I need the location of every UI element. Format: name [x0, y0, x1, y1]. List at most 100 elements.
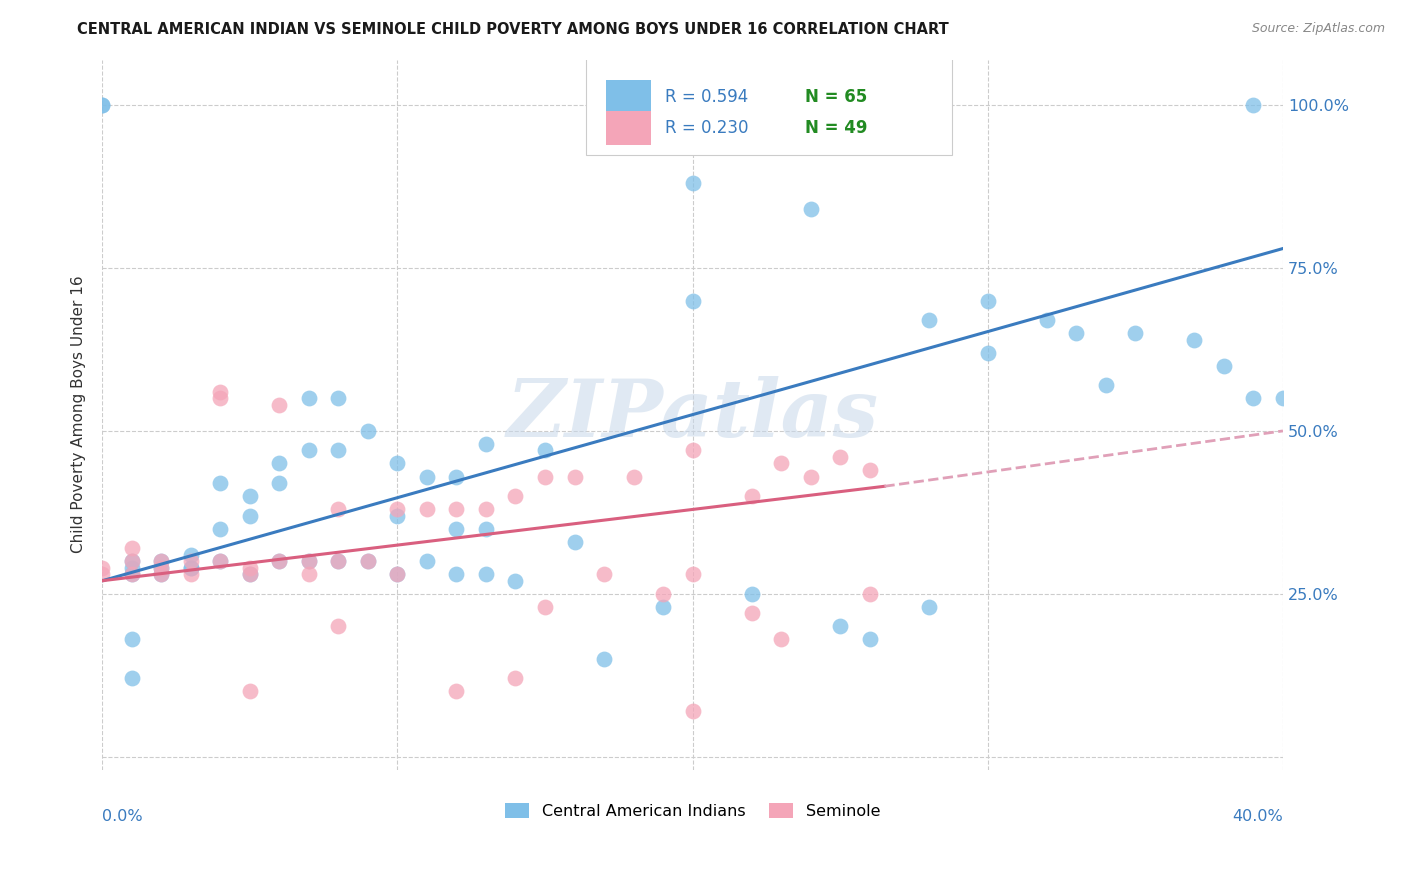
Point: [564, 469, 586, 483]
Point: [269, 476, 291, 491]
Point: [328, 619, 350, 633]
Point: [652, 599, 675, 614]
FancyBboxPatch shape: [606, 80, 651, 114]
Legend: Central American Indians, Seminole: Central American Indians, Seminole: [498, 797, 887, 826]
Point: [446, 502, 468, 516]
Point: [859, 463, 882, 477]
Point: [416, 554, 439, 568]
Point: [180, 548, 202, 562]
Point: [918, 599, 941, 614]
Point: [209, 384, 232, 399]
Point: [505, 489, 527, 503]
Point: [1036, 313, 1059, 327]
Point: [682, 704, 704, 718]
Point: [859, 587, 882, 601]
Point: [328, 392, 350, 406]
Point: [505, 574, 527, 588]
Point: [475, 567, 498, 582]
Point: [1212, 359, 1234, 373]
Point: [1125, 326, 1147, 341]
Point: [298, 554, 321, 568]
Point: [682, 443, 704, 458]
Point: [357, 424, 380, 438]
Point: [446, 567, 468, 582]
FancyBboxPatch shape: [586, 53, 952, 155]
Y-axis label: Child Poverty Among Boys Under 16: Child Poverty Among Boys Under 16: [72, 276, 86, 553]
Point: [1241, 392, 1264, 406]
Point: [623, 469, 645, 483]
Point: [150, 567, 173, 582]
Point: [209, 554, 232, 568]
Point: [800, 202, 823, 217]
Point: [357, 554, 380, 568]
Text: R = 0.230: R = 0.230: [665, 119, 749, 137]
Point: [239, 489, 262, 503]
Text: N = 65: N = 65: [804, 88, 868, 106]
Point: [328, 554, 350, 568]
Point: [770, 632, 793, 647]
Point: [534, 469, 557, 483]
Text: N = 49: N = 49: [804, 119, 868, 137]
Point: [239, 560, 262, 574]
Text: 0.0%: 0.0%: [103, 809, 143, 823]
Point: [416, 469, 439, 483]
Point: [387, 567, 409, 582]
Point: [150, 554, 173, 568]
Point: [91, 98, 114, 112]
Point: [180, 560, 202, 574]
Point: [505, 672, 527, 686]
Point: [1066, 326, 1088, 341]
Point: [741, 587, 763, 601]
Point: [269, 554, 291, 568]
Point: [209, 522, 232, 536]
Point: [298, 554, 321, 568]
Point: [475, 437, 498, 451]
Point: [682, 293, 704, 308]
Point: [741, 489, 763, 503]
Point: [475, 502, 498, 516]
Point: [387, 567, 409, 582]
Point: [298, 567, 321, 582]
Point: [150, 567, 173, 582]
Point: [239, 508, 262, 523]
Text: 40.0%: 40.0%: [1232, 809, 1282, 823]
Point: [121, 554, 143, 568]
Point: [977, 345, 1000, 359]
Point: [298, 443, 321, 458]
FancyBboxPatch shape: [606, 111, 651, 145]
Point: [534, 599, 557, 614]
Point: [180, 554, 202, 568]
Point: [1271, 392, 1294, 406]
Point: [91, 560, 114, 574]
Point: [150, 560, 173, 574]
Point: [328, 554, 350, 568]
Point: [269, 398, 291, 412]
Point: [387, 508, 409, 523]
Point: [269, 457, 291, 471]
Text: CENTRAL AMERICAN INDIAN VS SEMINOLE CHILD POVERTY AMONG BOYS UNDER 16 CORRELATIO: CENTRAL AMERICAN INDIAN VS SEMINOLE CHIL…: [77, 22, 949, 37]
Point: [269, 554, 291, 568]
Point: [328, 443, 350, 458]
Text: R = 0.594: R = 0.594: [665, 88, 748, 106]
Point: [121, 672, 143, 686]
Point: [239, 684, 262, 698]
Point: [121, 541, 143, 556]
Point: [298, 392, 321, 406]
Point: [593, 567, 616, 582]
Point: [534, 443, 557, 458]
Point: [593, 652, 616, 666]
Point: [1095, 378, 1118, 392]
Point: [475, 522, 498, 536]
Point: [652, 587, 675, 601]
Point: [239, 567, 262, 582]
Point: [446, 684, 468, 698]
Point: [239, 567, 262, 582]
Point: [91, 567, 114, 582]
Point: [180, 567, 202, 582]
Point: [416, 502, 439, 516]
Point: [209, 554, 232, 568]
Point: [121, 554, 143, 568]
Point: [328, 502, 350, 516]
Point: [770, 457, 793, 471]
Point: [91, 98, 114, 112]
